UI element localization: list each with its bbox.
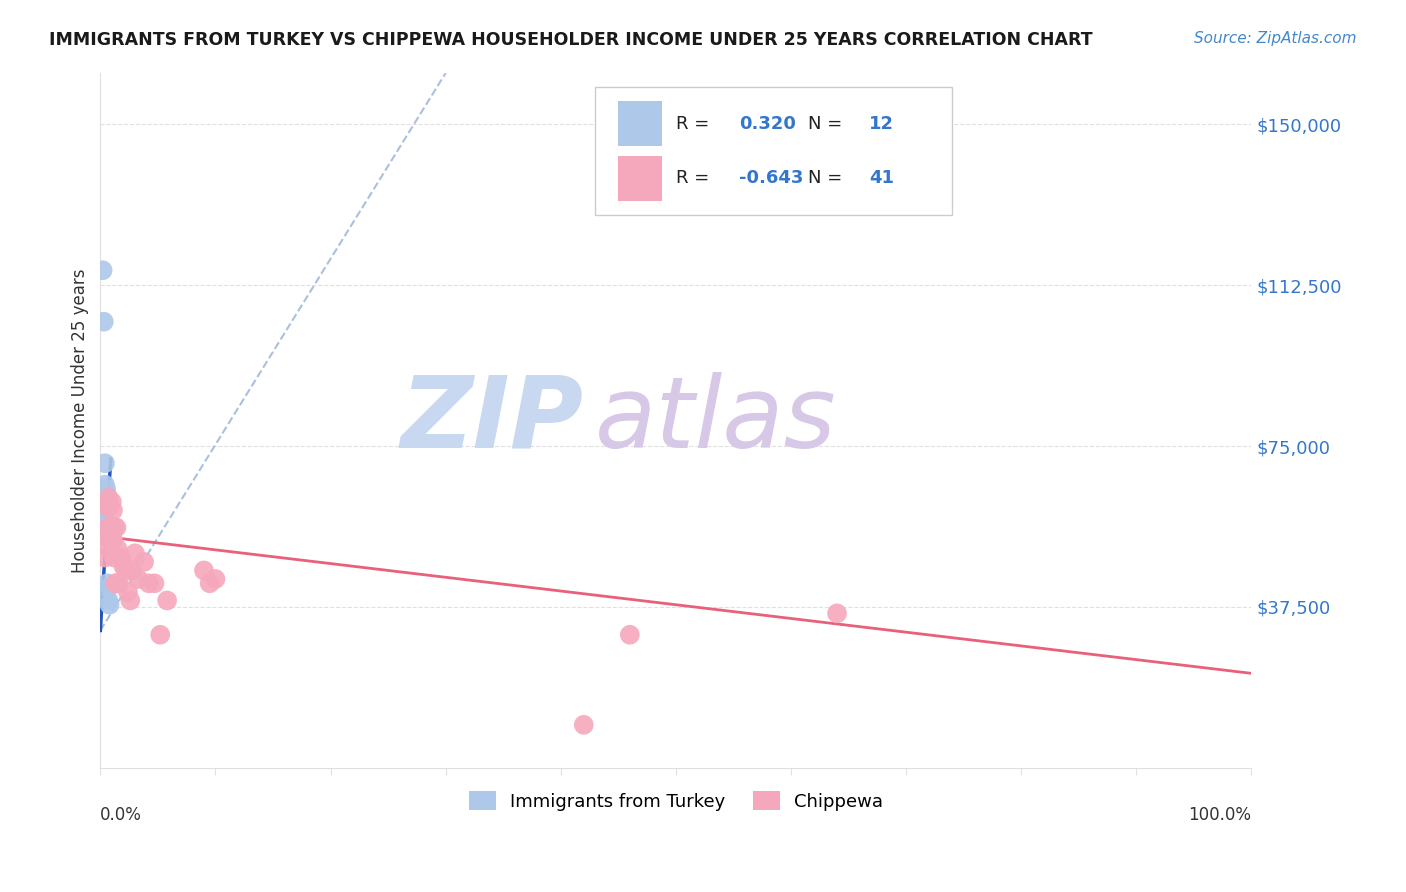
Point <box>110 550 132 565</box>
Point <box>96 576 118 591</box>
Point <box>94 503 117 517</box>
Point <box>97 529 120 543</box>
Text: Source: ZipAtlas.com: Source: ZipAtlas.com <box>1194 31 1357 46</box>
Point <box>96 516 118 531</box>
Point <box>117 585 139 599</box>
Point <box>143 576 166 591</box>
Point <box>138 576 160 591</box>
Point <box>198 576 221 591</box>
Point <box>97 581 120 595</box>
Point <box>94 499 117 513</box>
Text: ZIP: ZIP <box>401 372 583 469</box>
Text: N =: N = <box>808 169 848 187</box>
Point <box>94 456 117 470</box>
Point <box>105 576 128 591</box>
Point <box>114 564 136 578</box>
Point <box>97 491 120 505</box>
Point <box>149 628 172 642</box>
Point <box>825 607 848 621</box>
Point <box>96 520 118 534</box>
Point <box>107 541 129 556</box>
FancyBboxPatch shape <box>619 156 662 201</box>
Point <box>103 520 125 534</box>
Legend: Immigrants from Turkey, Chippewa: Immigrants from Turkey, Chippewa <box>461 784 890 818</box>
Text: 0.320: 0.320 <box>740 115 796 133</box>
Text: R =: R = <box>676 115 714 133</box>
Point <box>572 718 595 732</box>
Point <box>204 572 226 586</box>
Text: N =: N = <box>808 115 848 133</box>
Point <box>124 546 146 560</box>
Point <box>103 550 125 565</box>
Point <box>105 520 128 534</box>
Point <box>101 533 124 548</box>
Point <box>619 628 641 642</box>
FancyBboxPatch shape <box>595 87 952 215</box>
Point <box>120 593 142 607</box>
FancyBboxPatch shape <box>619 101 662 146</box>
Text: atlas: atlas <box>595 372 837 469</box>
Point <box>97 593 120 607</box>
Text: IMMIGRANTS FROM TURKEY VS CHIPPEWA HOUSEHOLDER INCOME UNDER 25 YEARS CORRELATION: IMMIGRANTS FROM TURKEY VS CHIPPEWA HOUSE… <box>49 31 1092 49</box>
Point <box>127 572 149 586</box>
Text: 41: 41 <box>869 169 894 187</box>
Text: 12: 12 <box>869 115 894 133</box>
Point <box>98 598 121 612</box>
Point <box>193 564 215 578</box>
Point <box>101 495 124 509</box>
Point <box>107 576 129 591</box>
Point <box>101 520 124 534</box>
Point <box>98 499 121 513</box>
Text: R =: R = <box>676 169 714 187</box>
Point <box>91 263 114 277</box>
Text: -0.643: -0.643 <box>740 169 804 187</box>
Point <box>101 533 124 548</box>
Text: 100.0%: 100.0% <box>1188 805 1251 824</box>
Point <box>121 564 143 578</box>
Point <box>156 593 179 607</box>
Point <box>132 555 155 569</box>
Y-axis label: Householder Income Under 25 years: Householder Income Under 25 years <box>72 268 89 573</box>
Point <box>94 482 117 496</box>
Point <box>101 503 124 517</box>
Point <box>112 559 135 574</box>
Point <box>94 491 117 505</box>
Point <box>100 524 122 539</box>
Text: 0.0%: 0.0% <box>100 805 142 824</box>
Point <box>104 576 127 591</box>
Point <box>91 529 114 543</box>
Point <box>94 550 117 565</box>
Point <box>93 315 115 329</box>
Point <box>94 477 117 491</box>
Point <box>103 520 125 534</box>
Point <box>98 541 121 556</box>
